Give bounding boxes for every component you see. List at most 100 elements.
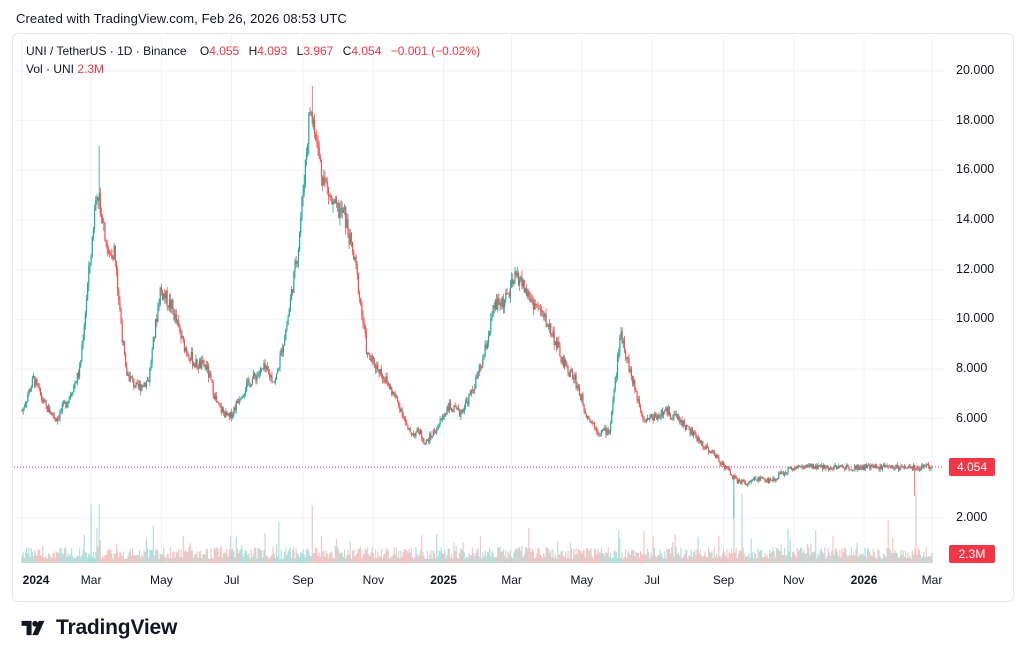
volume-bar [765, 556, 767, 563]
symbol-label[interactable]: UNI / TetherUS · 1D · Binance [26, 44, 187, 58]
volume-bar [525, 547, 528, 563]
candle-body [461, 409, 463, 414]
volume-bar [143, 550, 145, 563]
volume-bar [572, 558, 574, 563]
candle-body [171, 300, 173, 309]
volume-bar [582, 550, 584, 563]
volume-bar [577, 548, 579, 563]
candle-body [781, 471, 783, 473]
candle-body [650, 414, 652, 418]
tradingview-brand[interactable]: TradingView [16, 614, 177, 642]
candle-body [421, 430, 423, 438]
volume-bar [166, 553, 168, 563]
candle-body [399, 404, 401, 412]
candle-body [434, 432, 437, 434]
volume-bar [161, 554, 164, 563]
candle-body [616, 356, 619, 377]
candle-body [467, 400, 469, 405]
candle-body [447, 406, 449, 411]
volume-bar [330, 552, 332, 563]
volume-bar [694, 549, 696, 563]
volume-bar [401, 557, 403, 563]
volume-bar [719, 555, 721, 563]
candle-body [896, 464, 899, 467]
candle-body [208, 365, 210, 378]
volume-bar [299, 556, 301, 563]
candle-body [62, 402, 65, 405]
volume-bar [345, 558, 347, 563]
volume-bar [683, 554, 685, 563]
candle-body [42, 399, 44, 403]
volume-bar [627, 550, 629, 563]
candle-body [586, 415, 589, 418]
candle-body [23, 406, 25, 408]
candle-body [870, 464, 872, 469]
volume-bar [145, 538, 148, 563]
volume-bar [178, 549, 180, 563]
volume-bar [368, 554, 370, 563]
volume-bar [535, 557, 537, 563]
candle-body [577, 385, 579, 389]
candle-body [288, 309, 290, 317]
volume-bar [718, 535, 720, 563]
volume-bar [782, 555, 785, 563]
volume-bar [558, 554, 560, 563]
volume-bar [363, 553, 365, 563]
candle-body [699, 440, 702, 444]
candle-body [113, 245, 115, 260]
candle-body [606, 429, 608, 435]
candle-body [930, 467, 932, 470]
candle-body [623, 340, 626, 352]
volume-bar [796, 547, 798, 563]
candle-body [72, 392, 74, 395]
volume-bar [155, 549, 157, 563]
candle-body [426, 439, 429, 441]
candle-body [285, 330, 287, 340]
volume-bar [422, 551, 424, 563]
candle-body [631, 376, 634, 385]
candle-body [265, 365, 267, 370]
candle-body [222, 408, 225, 413]
candle-body [155, 319, 157, 338]
volume-bar [341, 552, 343, 563]
candle-body [573, 378, 575, 380]
volume-bar [113, 553, 115, 563]
candle-body [764, 478, 766, 482]
volume-bar [925, 547, 927, 563]
volume-bar [691, 556, 694, 563]
candle-body [98, 193, 100, 201]
candle-body [234, 407, 236, 411]
candle-body [917, 466, 919, 469]
volume-label[interactable]: Vol · UNI [26, 62, 75, 76]
volume-bar [103, 557, 105, 563]
volume-bar [51, 557, 53, 563]
volume-bar [448, 548, 450, 563]
volume-bar [67, 552, 69, 563]
volume-bar [343, 549, 346, 563]
volume-bar [390, 556, 392, 563]
volume-bar [862, 553, 864, 563]
candle-body [482, 359, 484, 368]
volume-bar [216, 547, 218, 563]
price-tick-label: 8.000 [956, 361, 988, 375]
volume-bar [455, 546, 457, 563]
volume-bar [393, 547, 395, 563]
candle-body [327, 186, 330, 196]
candle-body [770, 478, 772, 480]
volume-bar [630, 550, 632, 563]
volume-bar [146, 548, 149, 563]
candle-body [87, 284, 89, 301]
volume-bar [714, 556, 717, 563]
volume-bar [353, 549, 355, 563]
volume-bar [666, 548, 668, 563]
volume-bar [76, 555, 78, 563]
volume-bar [137, 555, 139, 563]
volume-bar [565, 552, 567, 563]
volume-bar [696, 548, 698, 563]
volume-bar [894, 550, 896, 563]
volume-bar [308, 551, 310, 563]
volume-bar [138, 550, 141, 563]
candle-body [527, 291, 529, 296]
volume-bar [171, 558, 173, 563]
